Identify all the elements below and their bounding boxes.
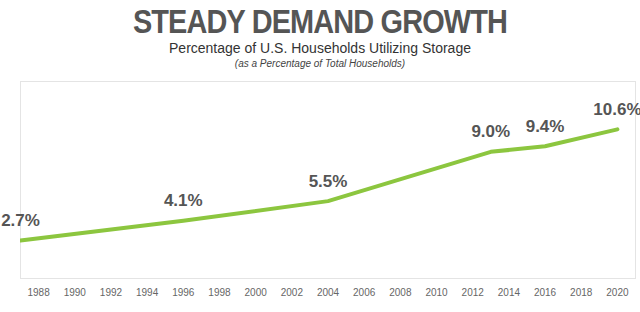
svg-text:4.1%: 4.1%	[164, 191, 203, 210]
svg-text:1990: 1990	[64, 287, 87, 298]
svg-text:2018: 2018	[570, 287, 593, 298]
svg-text:2.7%: 2.7%	[1, 211, 40, 230]
svg-text:1988: 1988	[27, 287, 50, 298]
svg-text:2008: 2008	[389, 287, 412, 298]
svg-text:2010: 2010	[425, 287, 448, 298]
svg-text:2020: 2020	[606, 287, 629, 298]
html-text:(as a Percentage of Total Hous: (as a Percentage of Total Households)	[234, 58, 406, 69]
svg-text:1998: 1998	[208, 287, 231, 298]
svg-text:2012: 2012	[462, 287, 485, 298]
svg-text:2000: 2000	[245, 287, 268, 298]
html-text:STEADY DEMAND GROWTH: STEADY DEMAND GROWTH	[132, 2, 508, 40]
svg-text:2006: 2006	[353, 287, 376, 298]
svg-text:2016: 2016	[534, 287, 557, 298]
svg-text:10.6%: 10.6%	[593, 100, 640, 119]
svg-text:2014: 2014	[498, 287, 521, 298]
svg-text:1996: 1996	[172, 287, 195, 298]
svg-text:1992: 1992	[100, 287, 123, 298]
svg-text:2002: 2002	[281, 287, 304, 298]
svg-text:5.5%: 5.5%	[309, 172, 348, 191]
svg-text:9.0%: 9.0%	[471, 122, 510, 141]
svg-text:2004: 2004	[317, 287, 340, 298]
html-text:Percentage of U.S. Households: Percentage of U.S. Households Utilizing …	[169, 40, 471, 56]
svg-text:9.4%: 9.4%	[526, 117, 565, 136]
svg-text:1994: 1994	[136, 287, 159, 298]
